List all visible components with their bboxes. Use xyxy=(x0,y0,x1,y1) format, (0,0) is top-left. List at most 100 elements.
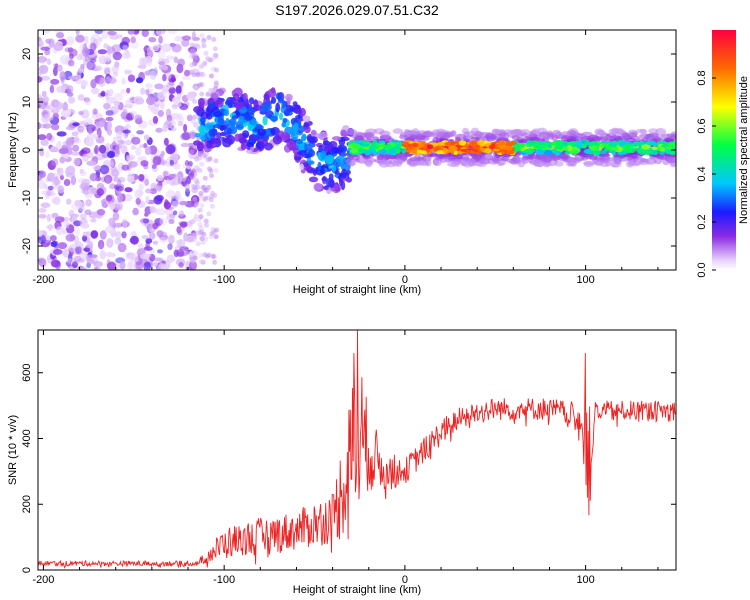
spectrogram-cell xyxy=(203,218,209,224)
spectrogram-cell xyxy=(475,141,484,145)
spectrogram-cell xyxy=(145,89,150,96)
spectrogram-cell xyxy=(162,124,168,133)
spectrogram-cell xyxy=(167,243,173,251)
spectrogram-cell xyxy=(105,110,114,116)
spectrogram-cell xyxy=(68,53,74,60)
spectrogram-cell xyxy=(639,128,648,135)
spectrogram-cell xyxy=(109,34,119,40)
spectrogram-cell xyxy=(38,104,41,109)
spectrogram-cell xyxy=(216,132,222,141)
spectrogram-cell xyxy=(141,235,149,240)
spectrogram-cell xyxy=(253,104,262,112)
spectrogram-cell xyxy=(484,147,492,154)
spectrogram-cell xyxy=(144,206,151,215)
spectrogram-cell xyxy=(528,133,537,138)
spectrogram-cell xyxy=(220,131,226,137)
spectrogram-cell xyxy=(181,131,192,140)
spectrogram-cell xyxy=(67,96,76,104)
spectrogram-cell xyxy=(125,113,133,121)
spectrogram-cell xyxy=(207,97,215,104)
spectrogram-cell xyxy=(463,131,470,138)
spectrogram-cell xyxy=(50,241,58,248)
spectrogram-cell xyxy=(504,146,513,152)
spectrogram-cell xyxy=(584,154,595,160)
spectrogram-cell xyxy=(666,156,676,164)
spectrogram-cell xyxy=(560,131,571,137)
spectrogram-cell xyxy=(44,49,51,56)
spectrogram-cell xyxy=(43,96,49,103)
spectrogram-cell xyxy=(518,142,526,148)
spectrogram-cell xyxy=(135,147,142,156)
spectrogram-cell xyxy=(80,222,90,229)
spectrogram-cell xyxy=(59,71,66,81)
spectrogram-cell xyxy=(194,180,200,186)
spectrogram-cell xyxy=(247,124,254,132)
spectrogram-cell xyxy=(211,138,221,145)
spectrogram-cell xyxy=(166,214,176,221)
spectrogram-cell xyxy=(199,117,206,123)
spectrogram-cell xyxy=(176,249,185,257)
spectrogram-cell xyxy=(191,72,197,78)
spectrogram-cell xyxy=(184,69,190,77)
spectrogram-cell xyxy=(75,34,85,43)
spectrogram-cell xyxy=(191,60,197,66)
colorbar-tick-label: 0.4 xyxy=(696,166,708,181)
spectrogram-cell xyxy=(38,40,44,48)
spectrogram-cell xyxy=(261,101,272,112)
spectrogram-cell xyxy=(308,176,319,183)
spectrogram-cell xyxy=(112,212,120,221)
spectrogram-cell xyxy=(667,142,676,146)
spectrogram-cell xyxy=(50,146,58,152)
spectrogram-cell xyxy=(75,226,81,236)
spectrogram-cell xyxy=(369,145,377,150)
spectrogram-cell xyxy=(192,55,198,60)
spectrogram-cell xyxy=(522,132,529,138)
spectrogram-cell xyxy=(75,240,82,247)
spectrogram-y-tick-label: -20 xyxy=(21,238,33,254)
spectrogram-cell xyxy=(169,159,174,166)
snr-y-ticks: 0 200 400 600 xyxy=(21,364,676,573)
spectrogram-cell xyxy=(104,143,112,153)
spectrogram-cell xyxy=(294,108,303,115)
spectrogram-cell xyxy=(434,146,442,151)
spectrogram-cell xyxy=(129,238,138,243)
spectrogram-cell xyxy=(636,142,643,146)
spectrogram-cell xyxy=(341,168,347,179)
spectrogram-cell xyxy=(158,263,167,269)
spectrogram-cell xyxy=(50,78,60,85)
spectrogram-cell xyxy=(604,134,613,140)
spectrogram-cell xyxy=(447,156,455,162)
spectrogram-cell xyxy=(168,219,175,225)
spectrogram-cell xyxy=(109,77,118,84)
spectrogram-cell xyxy=(589,145,599,151)
spectrogram-cell xyxy=(305,154,310,159)
spectrogram-cell xyxy=(152,105,159,115)
spectrogram-cell xyxy=(38,229,43,237)
spectrogram-cell xyxy=(71,151,81,156)
spectrogram-cell xyxy=(170,127,177,132)
spectrogram-cell xyxy=(283,108,290,117)
spectrogram-cell xyxy=(136,116,143,125)
spectrogram-x-tick-label: 0 xyxy=(402,274,408,286)
spectrogram-cell xyxy=(39,64,49,74)
spectrogram-cell xyxy=(197,207,203,213)
spectrogram-cell xyxy=(196,167,202,173)
spectrogram-cell xyxy=(72,261,78,269)
spectrogram-cell xyxy=(125,100,131,109)
spectrogram-cell xyxy=(84,209,92,216)
spectrogram-cell xyxy=(340,129,348,137)
spectrogram-cell xyxy=(552,129,561,137)
snr-y-tick-label: 400 xyxy=(21,429,33,447)
spectrogram-cell xyxy=(107,30,117,36)
spectrogram-cell xyxy=(166,190,176,199)
spectrogram-cell xyxy=(96,209,106,216)
spectrogram-cell xyxy=(56,131,67,137)
spectrogram-cell xyxy=(583,148,593,154)
spectrogram-cell xyxy=(176,239,186,249)
spectrogram-cell xyxy=(163,201,172,210)
spectrogram-cell xyxy=(171,104,178,110)
spectrogram-cell xyxy=(174,174,181,179)
spectrogram-cell xyxy=(180,142,189,148)
spectrogram-cell xyxy=(72,122,80,127)
